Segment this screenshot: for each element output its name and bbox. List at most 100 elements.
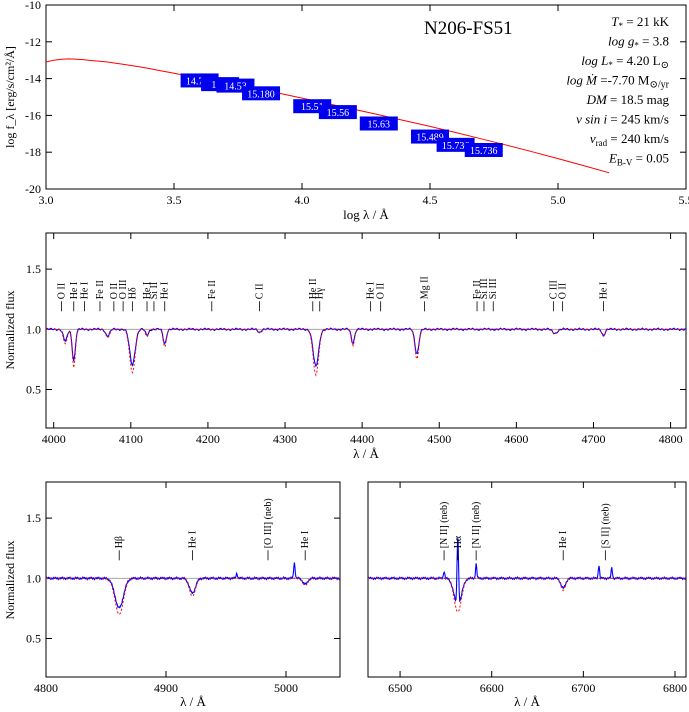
- blue-line-label: He I: [598, 282, 609, 300]
- parameter-value: = 21 kK: [623, 14, 670, 29]
- halpha-line-label: He I: [558, 531, 569, 549]
- parameter-unit: ⊙: [661, 60, 669, 71]
- hbeta-ylabel: Normalized flux: [3, 541, 17, 620]
- halpha-xtick-label: 6800: [663, 681, 687, 695]
- parameter-name: v sin i: [576, 112, 607, 127]
- sed-ytick-label: -20: [25, 182, 41, 196]
- parameter-name: log g: [608, 34, 635, 49]
- blue-xtick-label: 4600: [504, 432, 528, 446]
- parameter-value: = 245 km/s: [607, 112, 669, 127]
- blue-xtick-label: 4200: [196, 432, 220, 446]
- sed-xtick-label: 4.5: [423, 193, 438, 207]
- sed-xtick-label: 5.0: [551, 193, 566, 207]
- parameter-line: log g* = 3.8: [608, 34, 669, 51]
- sed-xtick-label: 5.5: [679, 193, 689, 207]
- parameter-name: log Ṁ: [566, 73, 598, 88]
- parameter-line: T* = 21 kK: [611, 14, 669, 31]
- blue-line-label: He I: [80, 282, 91, 300]
- parameter-name: DM: [586, 92, 608, 107]
- hbeta-ytick-label: 0.5: [26, 631, 41, 645]
- parameter-value: = 4.20 L: [613, 53, 661, 68]
- halpha-xtick-label: 6700: [571, 681, 595, 695]
- sed-ytick-label: -12: [25, 35, 41, 49]
- blue-line-label: Si II: [149, 282, 160, 300]
- parameter-value: = 0.05: [632, 151, 669, 166]
- photometry-box: [318, 105, 357, 120]
- blue-line-label: He I: [366, 282, 377, 300]
- photometry-label: 14.778: [186, 76, 214, 87]
- blue-line-label: C II: [255, 283, 266, 299]
- blue-xtick-label: 4100: [119, 432, 143, 446]
- blue-line-label: Hγ: [315, 287, 326, 299]
- parameter-subscript: *: [634, 41, 639, 51]
- parameter-value: =-7.70 M: [597, 73, 650, 88]
- halpha-line-label: [N II] (neb): [471, 502, 482, 549]
- halpha-plot-area: 6500 6600 6700 6800[N II] (neb) Hα He I[N II]…: [367, 482, 687, 695]
- blue-ytick-label: 0.5: [26, 382, 41, 396]
- halpha-line-label: [S II] (neb): [600, 503, 611, 548]
- parameter-line: DM = 18.5 mag: [586, 92, 670, 107]
- blue-spectrum-panel: 4000 4100 4200 4300 4400 4500 4600 4700 4800 0.5 1…: [3, 232, 687, 461]
- photometry-label: 15.56: [327, 108, 350, 119]
- parameter-subscript: *: [608, 60, 613, 70]
- photometry-label: 15.51: [301, 102, 324, 113]
- halpha-model-spectrum: [368, 577, 686, 613]
- blue-line-label: O II: [56, 283, 67, 299]
- halpha-line-label: Hα: [453, 535, 464, 548]
- photometry-label: 15.736: [470, 146, 498, 157]
- parameter-name: log L: [581, 53, 608, 68]
- blue-line-label: Si III: [488, 278, 499, 299]
- parameter-subscript: *: [619, 21, 624, 31]
- blue-ylabel: Normalized flux: [3, 291, 17, 370]
- blue-observed-spectrum: [45, 327, 687, 368]
- hbeta-xtick-label: 5000: [274, 681, 298, 695]
- parameter-line: vrad = 240 km/s: [590, 131, 669, 148]
- blue-xlabel: λ / Å: [353, 446, 379, 461]
- photometry-box: [464, 142, 503, 157]
- blue-line-label: He I: [69, 282, 80, 300]
- hbeta-line-label: He I: [187, 531, 198, 549]
- parameter-line: log Ṁ =-7.70 M⊙/yr: [566, 73, 669, 91]
- blue-frame: [45, 232, 687, 429]
- halpha-xlabel: λ / Å: [514, 694, 540, 709]
- blue-xtick-label: 4500: [427, 432, 451, 446]
- parameter-value: = 3.8: [639, 34, 669, 49]
- hbeta-ytick-label: 1.0: [26, 571, 41, 585]
- blue-line-label: He I: [160, 282, 171, 300]
- halpha-line-label: [N II] (neb): [439, 502, 450, 549]
- sed-xtick-label: 4.0: [295, 193, 310, 207]
- blue-ytick-label: 1.0: [26, 322, 41, 336]
- sed-frame: [45, 4, 687, 190]
- sed-ytick-label: -18: [25, 145, 41, 159]
- blue-line-label: O II: [558, 283, 569, 299]
- blue-xtick-label: 4800: [659, 432, 683, 446]
- blue-model-spectrum: [46, 328, 686, 377]
- parameter-value: = 18.5 mag: [607, 92, 670, 107]
- blue-line-label: Fe II: [207, 280, 218, 299]
- blue-line-label: C III: [548, 280, 559, 299]
- hbeta-xtick-label: 4900: [154, 681, 178, 695]
- sed-title: N206-FS51: [424, 18, 513, 39]
- photometry-label: 15.180: [247, 89, 275, 100]
- blue-xtick-label: 4400: [350, 432, 374, 446]
- sed-plot-area: 3.0 3.5 4.0 4.5 5.0 5.5 -20 -18 -16 -14 -12 -10 14.7…: [25, 0, 689, 207]
- blue-line-label: He II: [308, 278, 319, 299]
- halpha-observed-spectrum: [367, 538, 687, 603]
- hbeta-observed-spectrum: [45, 562, 341, 609]
- blue-line-label: O III: [118, 280, 129, 300]
- parameter-subscript: rad: [596, 138, 608, 148]
- blue-line-label: He I: [142, 282, 153, 300]
- sed-xlabel: log λ / Å: [343, 207, 389, 222]
- halpha-xtick-label: 6600: [480, 681, 504, 695]
- halpha-panel: 6500 6600 6700 6800[N II] (neb) Hα He I[N II]…: [367, 481, 687, 709]
- parameter-name: E: [608, 151, 617, 166]
- parameter-subscript: B-V: [617, 158, 633, 168]
- sed-ytick-label: -10: [25, 0, 41, 12]
- hbeta-line-label: [O III] (neb): [263, 498, 274, 548]
- hbeta-plot-area: 4800 4900 5000 0.5 1.0 1.5 Hβ He I [O III] (neb)…: [26, 482, 341, 695]
- hbeta-line-label: Hβ: [114, 536, 125, 548]
- parameter-name: v: [590, 131, 596, 146]
- hbeta-panel: 4800 4900 5000 0.5 1.0 1.5 Hβ He I [O III] (neb)…: [3, 481, 341, 709]
